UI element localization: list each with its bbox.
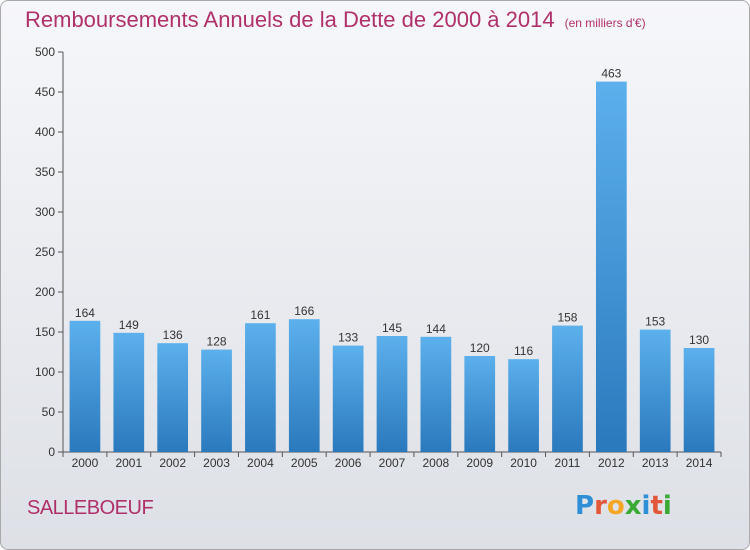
bar-2006 — [332, 345, 364, 452]
y-tick-label: 150 — [35, 325, 55, 339]
bar-value-label: 133 — [338, 331, 358, 345]
x-tick-label: 2009 — [466, 456, 493, 470]
bar-value-label: 128 — [207, 335, 227, 349]
logo-letter: i — [662, 491, 672, 521]
y-tick-label: 450 — [35, 85, 55, 99]
x-tick-label: 2004 — [247, 456, 274, 470]
bar-2002 — [157, 343, 189, 452]
y-tick-label: 250 — [35, 245, 55, 259]
y-tick-label: 100 — [35, 365, 55, 379]
bar-2001 — [113, 332, 145, 452]
bar-2000 — [69, 320, 101, 452]
bar-2010 — [508, 359, 539, 452]
chart-unit-label: (en milliers d'€) — [564, 16, 646, 30]
x-tick-label: 2008 — [423, 456, 450, 470]
bar-value-label: 116 — [514, 344, 533, 358]
bar-value-label: 153 — [645, 315, 665, 329]
x-tick-label: 2003 — [203, 456, 230, 470]
bar-value-label: 149 — [119, 318, 139, 332]
bar-2011 — [552, 325, 583, 452]
proxiti-logo: Proxiti — [575, 491, 672, 521]
bar-value-label: 130 — [689, 333, 709, 347]
x-tick-label: 2001 — [115, 456, 142, 470]
y-tick-label: 0 — [48, 445, 55, 459]
bar-2008 — [420, 336, 452, 452]
bar-value-label: 164 — [75, 306, 95, 320]
bar-value-label: 144 — [426, 322, 446, 336]
logo-letter: x — [624, 491, 642, 521]
y-tick-label: 500 — [35, 45, 55, 59]
logo-letter: r — [594, 491, 607, 521]
x-tick-label: 2005 — [291, 456, 318, 470]
x-tick-label: 2013 — [642, 456, 669, 470]
x-tick-label: 2007 — [379, 456, 406, 470]
x-tick-label: 2011 — [555, 456, 581, 470]
x-tick-label: 2012 — [598, 456, 625, 470]
x-tick-label: 2000 — [72, 456, 99, 470]
x-tick-label: 2014 — [686, 456, 713, 470]
chart-bars — [69, 81, 715, 452]
bar-value-label: 158 — [557, 311, 577, 325]
bar-2012 — [595, 81, 627, 452]
chart-title-text: Remboursements Annuels de la Dette de 20… — [25, 7, 555, 32]
commune-name: SALLEBOEUF — [27, 497, 154, 519]
logo-letter: o — [606, 491, 625, 521]
logo-letter: P — [575, 491, 595, 521]
bar-2007 — [376, 336, 408, 452]
y-tick-label: 350 — [35, 165, 55, 179]
bar-2013 — [639, 329, 671, 452]
bar-value-label: 161 — [250, 308, 270, 322]
logo-letter: i — [641, 491, 651, 521]
bar-2004 — [245, 323, 276, 452]
bar-value-label: 136 — [163, 328, 183, 342]
x-tick-label: 2002 — [159, 456, 186, 470]
bar-2005 — [288, 319, 320, 452]
chart-labels: 2000 164 2001 149 2002 136 2003 128 2004 161 2005 1… — [72, 67, 713, 470]
x-tick-label: 2006 — [335, 456, 362, 470]
logo-letter: t — [650, 491, 663, 521]
bar-2009 — [464, 356, 496, 452]
bar-value-label: 145 — [382, 321, 402, 335]
chart-title: Remboursements Annuels de la Dette de 20… — [25, 7, 646, 33]
bar-2003 — [201, 349, 232, 452]
bar-value-label: 166 — [294, 304, 314, 318]
y-tick-label: 400 — [35, 125, 55, 139]
y-tick-label: 200 — [35, 285, 55, 299]
bar-value-label: 120 — [470, 341, 490, 355]
bar-2014 — [683, 348, 715, 452]
bar-value-label: 463 — [601, 67, 621, 81]
x-tick-label: 2010 — [510, 456, 537, 470]
y-tick-label: 300 — [35, 205, 55, 219]
y-tick-label: 50 — [42, 405, 56, 419]
